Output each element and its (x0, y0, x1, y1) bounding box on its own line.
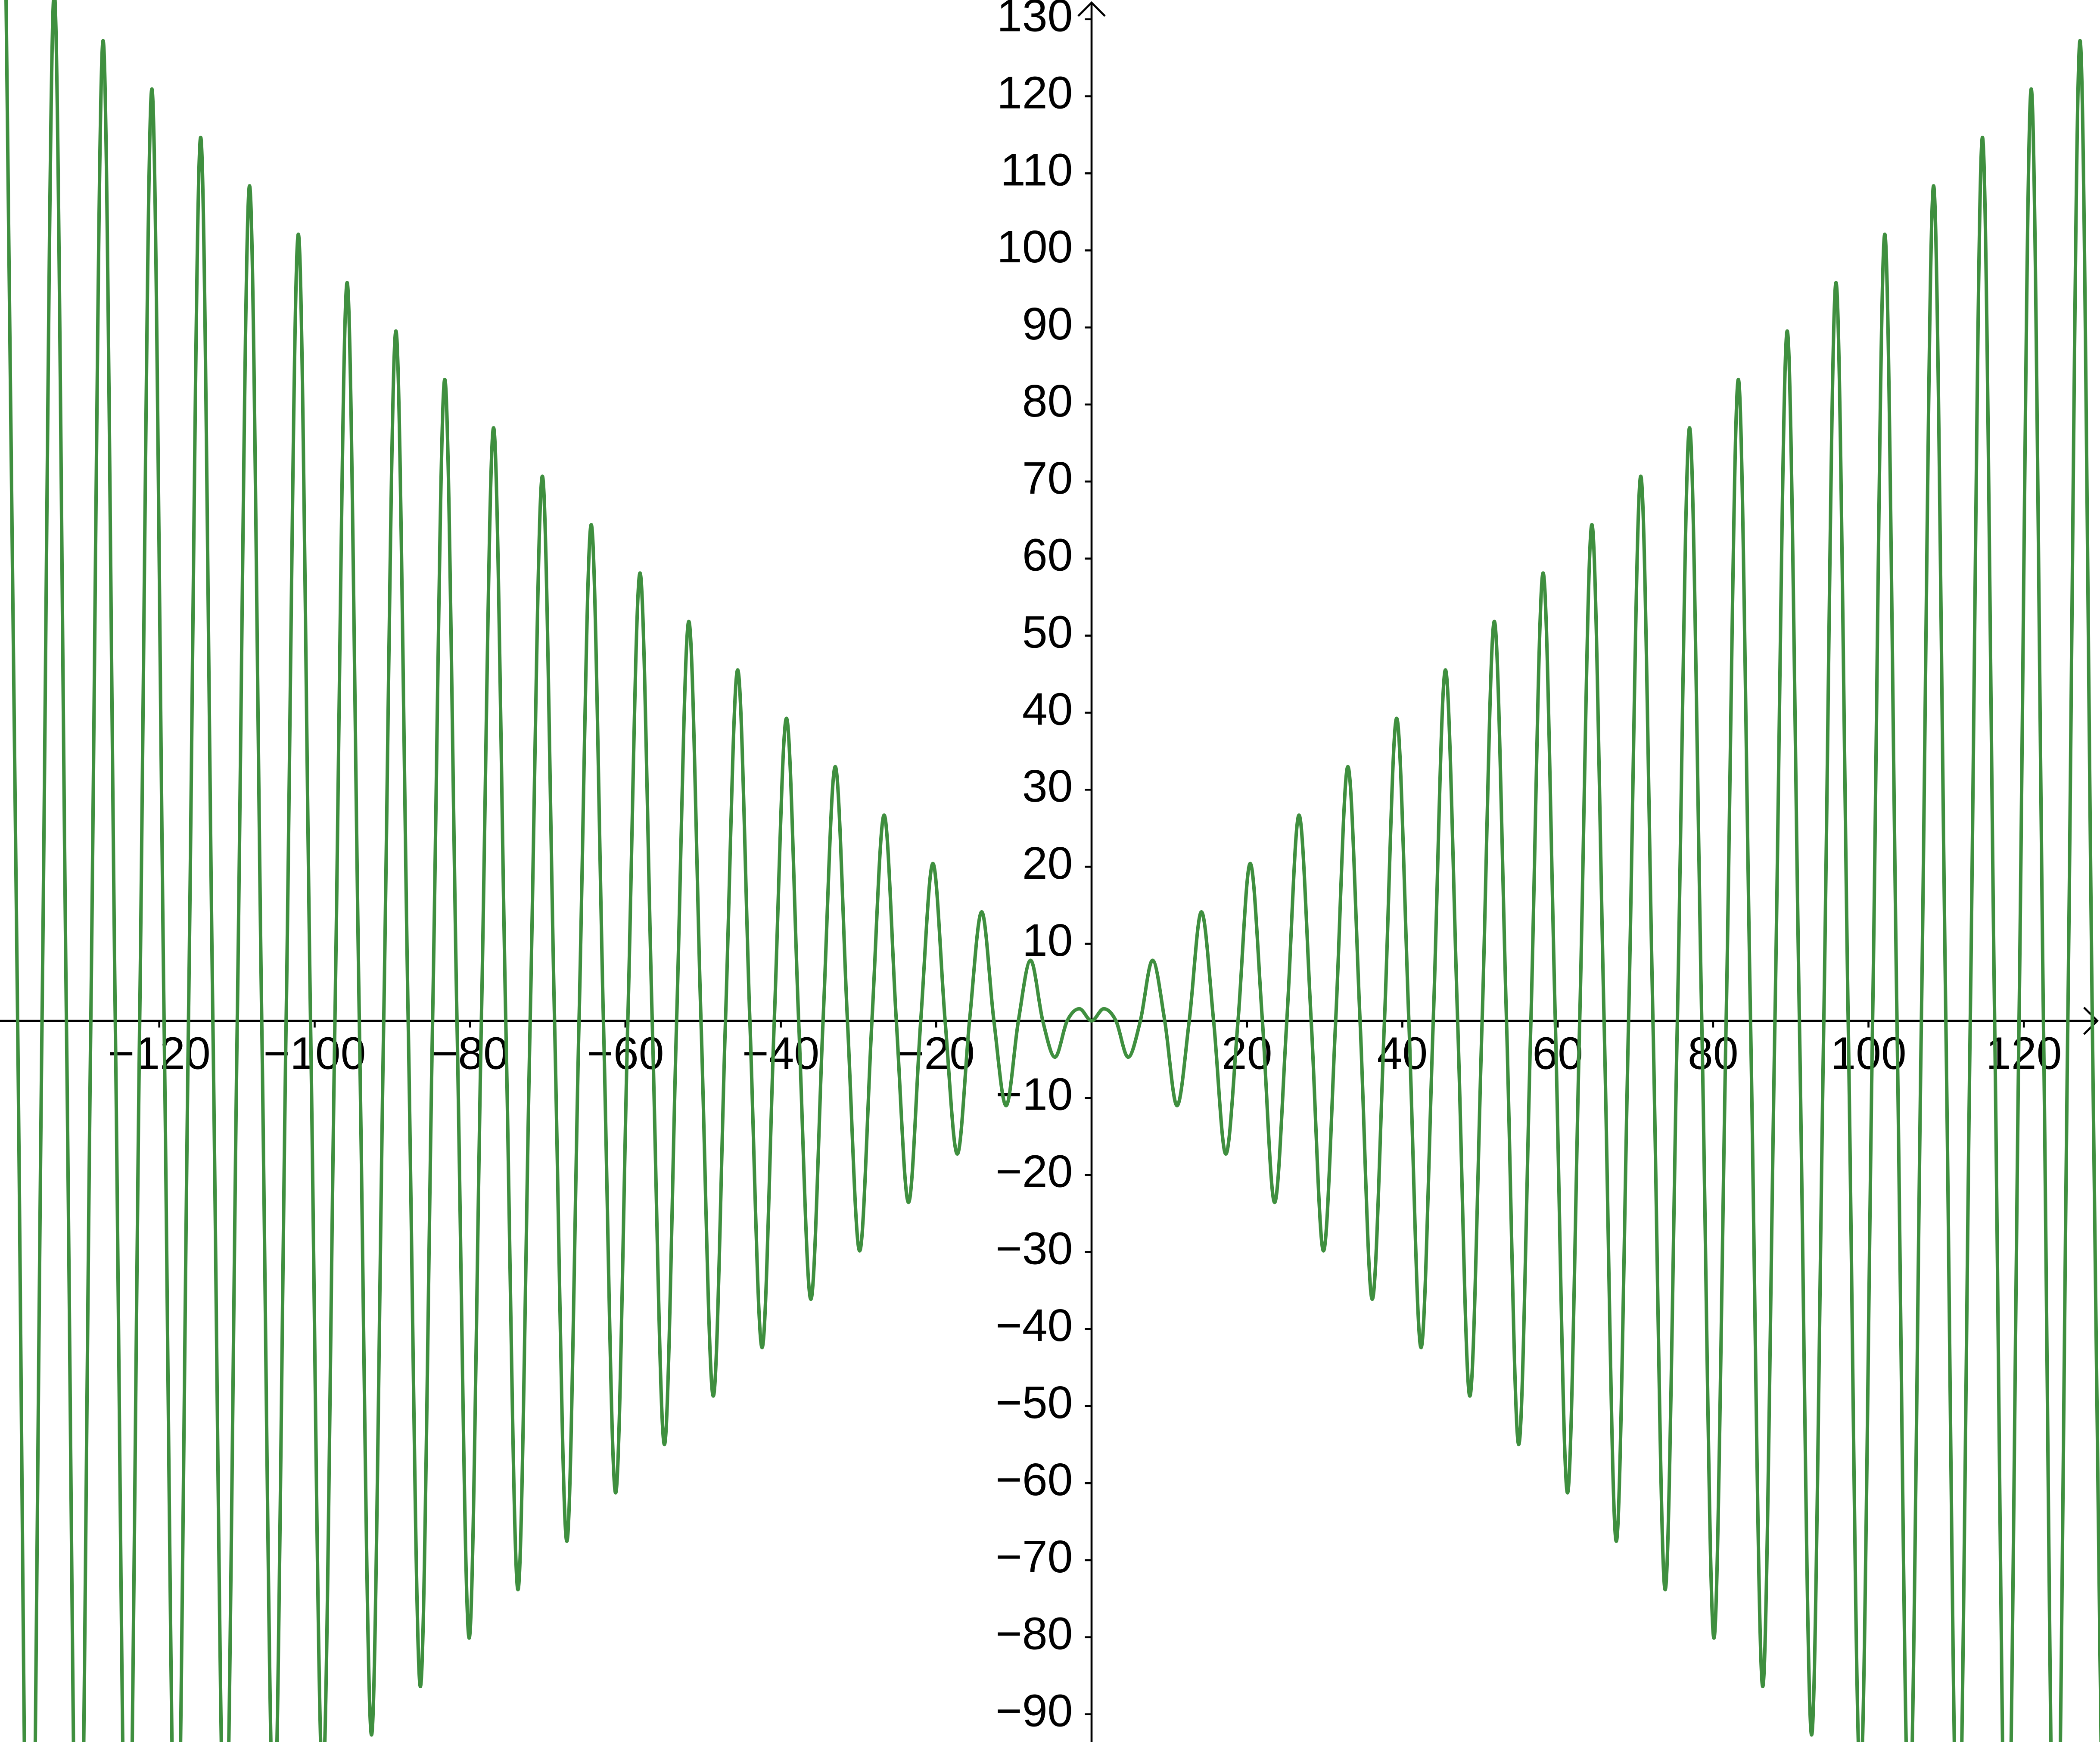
y-tick-label: 50 (1022, 607, 1073, 658)
y-tick-label: 30 (1022, 761, 1073, 812)
y-tick-label: −40 (996, 1300, 1073, 1351)
x-tick-label: −40 (742, 1028, 819, 1079)
y-tick-label: 90 (1022, 299, 1073, 349)
y-tick-label: 10 (1022, 915, 1073, 966)
y-tick-label: −30 (996, 1223, 1073, 1274)
x-tick-label: 100 (1830, 1028, 1906, 1079)
x-tick-label: 80 (1688, 1028, 1739, 1079)
y-tick-label: 120 (997, 67, 1073, 118)
y-tick-label: 110 (1000, 144, 1073, 195)
x-tick-label: −120 (108, 1028, 211, 1079)
y-tick-label: −50 (996, 1377, 1073, 1428)
x-tick-label: −100 (263, 1028, 366, 1079)
y-tick-label: 70 (1022, 453, 1073, 504)
y-tick-label: −20 (996, 1146, 1073, 1197)
function-curve (4, 0, 2100, 1742)
x-tick-label: −80 (432, 1028, 509, 1079)
y-tick-label: −10 (996, 1069, 1073, 1120)
y-tick-label: 20 (1022, 838, 1073, 889)
x-tick-label: 120 (1986, 1028, 2062, 1079)
y-tick-label: 130 (997, 0, 1073, 41)
y-tick-label: −80 (996, 1608, 1073, 1659)
y-tick-label: −60 (996, 1454, 1073, 1505)
x-tick-label: −20 (898, 1028, 975, 1079)
x-axis-arrow (2083, 1007, 2099, 1035)
y-tick-label: −70 (996, 1531, 1073, 1582)
y-axis-arrow (1077, 1, 1106, 17)
y-tick-label: 100 (997, 221, 1073, 272)
y-tick-label: 40 (1022, 684, 1073, 734)
y-tick-label: −90 (996, 1686, 1073, 1736)
y-tick-label: 80 (1022, 376, 1073, 426)
y-tick-label: 60 (1022, 530, 1073, 581)
plot-area (4, 0, 2100, 1742)
